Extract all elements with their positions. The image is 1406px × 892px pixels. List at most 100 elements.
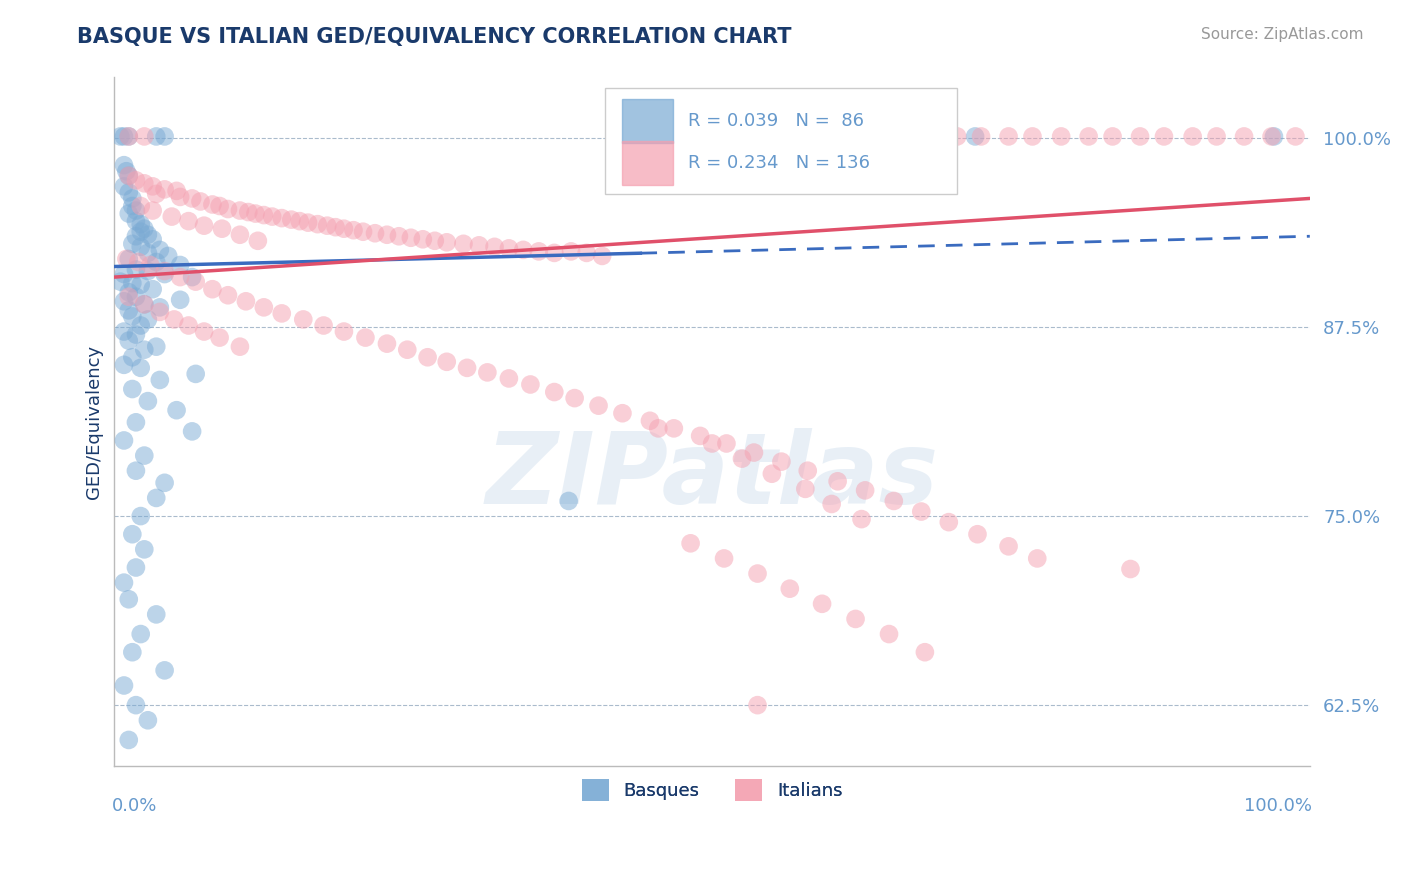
Point <box>1026 551 1049 566</box>
Text: Source: ZipAtlas.com: Source: ZipAtlas.com <box>1201 27 1364 42</box>
Y-axis label: GED/Equivalency: GED/Equivalency <box>86 344 103 499</box>
Point <box>557 494 579 508</box>
Point <box>1260 129 1282 144</box>
Text: R = 0.234   N = 136: R = 0.234 N = 136 <box>688 154 870 172</box>
Point <box>125 415 148 429</box>
Point <box>484 240 506 254</box>
Point <box>129 318 152 333</box>
Point <box>853 483 876 498</box>
Point <box>134 297 156 311</box>
Point <box>153 664 176 678</box>
Point <box>110 129 132 144</box>
Point <box>333 325 356 339</box>
Point <box>127 255 149 269</box>
Point <box>761 467 783 481</box>
Point <box>270 306 292 320</box>
Point <box>724 129 747 144</box>
Point <box>153 264 176 278</box>
Point <box>115 252 138 266</box>
Point <box>679 536 702 550</box>
Point <box>110 275 132 289</box>
Point <box>342 223 364 237</box>
Point <box>125 262 148 277</box>
Point <box>157 249 180 263</box>
Point <box>1153 129 1175 144</box>
Point <box>125 214 148 228</box>
Point <box>527 244 550 259</box>
Point <box>134 129 156 144</box>
Point <box>498 371 520 385</box>
Point <box>477 365 499 379</box>
Point <box>134 297 156 311</box>
Point <box>134 221 156 235</box>
Point <box>118 334 141 348</box>
Point <box>412 232 434 246</box>
Point <box>1233 129 1256 144</box>
Point <box>136 227 159 242</box>
Point <box>181 270 204 285</box>
Point <box>149 243 172 257</box>
Point <box>163 312 186 326</box>
Point <box>153 182 176 196</box>
FancyBboxPatch shape <box>623 142 672 186</box>
Point <box>115 164 138 178</box>
Point <box>560 244 582 259</box>
Point <box>118 129 141 144</box>
Point <box>564 391 586 405</box>
Point <box>307 217 329 231</box>
Point <box>883 494 905 508</box>
Point <box>136 264 159 278</box>
Point <box>118 303 141 318</box>
Point <box>136 394 159 409</box>
Point <box>399 231 422 245</box>
Point <box>142 232 165 246</box>
Point <box>149 373 172 387</box>
Point <box>142 179 165 194</box>
Point <box>1050 129 1073 144</box>
Point <box>125 229 148 244</box>
Point <box>333 221 356 235</box>
Point <box>245 206 267 220</box>
Point <box>129 225 152 239</box>
Point <box>288 214 311 228</box>
Point <box>820 497 842 511</box>
Point <box>877 627 900 641</box>
Point <box>262 210 284 224</box>
Point <box>125 327 148 342</box>
Text: 0.0%: 0.0% <box>112 797 157 814</box>
Point <box>118 733 141 747</box>
Point <box>118 290 141 304</box>
Point <box>145 255 167 269</box>
Point <box>118 186 141 200</box>
Point <box>416 351 439 365</box>
Point <box>190 194 212 209</box>
Point <box>1021 129 1043 144</box>
Point <box>136 246 159 260</box>
Point <box>145 607 167 622</box>
Point <box>591 249 613 263</box>
Point <box>910 504 932 518</box>
Legend: Basques, Italians: Basques, Italians <box>575 772 849 808</box>
Point <box>153 267 176 281</box>
Point <box>543 385 565 400</box>
Point <box>149 301 172 315</box>
Point <box>388 229 411 244</box>
Text: 100.0%: 100.0% <box>1244 797 1312 814</box>
Point <box>217 202 239 216</box>
Point <box>145 129 167 144</box>
Point <box>354 330 377 344</box>
Point <box>519 377 541 392</box>
Point <box>1101 129 1123 144</box>
Point <box>1119 562 1142 576</box>
Point <box>716 436 738 450</box>
Point <box>1181 129 1204 144</box>
Point <box>145 186 167 201</box>
Point <box>946 129 969 144</box>
Point <box>169 190 191 204</box>
Point <box>965 129 987 144</box>
Point <box>914 645 936 659</box>
Point <box>851 512 873 526</box>
Point <box>1205 129 1227 144</box>
Point <box>770 455 793 469</box>
Point <box>211 221 233 235</box>
